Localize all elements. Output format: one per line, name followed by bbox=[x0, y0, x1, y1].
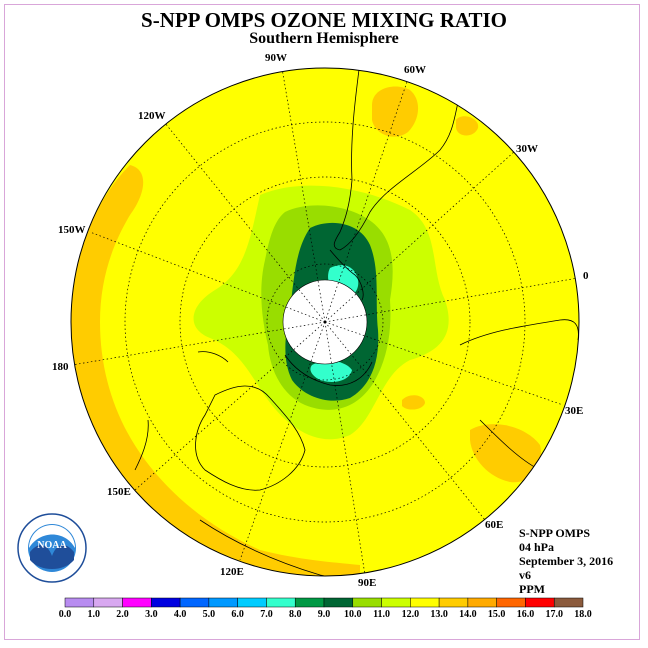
graticule bbox=[71, 68, 579, 576]
colorbar-swatch bbox=[525, 597, 555, 608]
coast-antarctic-peninsula bbox=[329, 249, 364, 301]
colorbar-swatch bbox=[151, 597, 181, 608]
lon-label-180: 180 bbox=[52, 361, 69, 373]
colorbar-tick-label: 18.0 bbox=[574, 609, 592, 620]
info-version: v6 bbox=[519, 568, 531, 582]
teal-patch-bottom bbox=[310, 360, 352, 382]
colorbar-tick-label: 4.0 bbox=[174, 609, 187, 620]
colorbar-tick-label: 14.0 bbox=[459, 609, 477, 620]
noaa-logo: NOAA bbox=[17, 513, 87, 583]
colorbar-tick-label: 12.0 bbox=[402, 609, 420, 620]
colorbar-tick-label: 0.0 bbox=[59, 609, 72, 620]
coast-south-america bbox=[333, 68, 461, 251]
colorbar-swatch bbox=[323, 597, 354, 608]
colorbar-swatch bbox=[266, 597, 296, 608]
lon-label-60w: 60W bbox=[404, 64, 426, 76]
colorbar-swatch bbox=[93, 597, 123, 608]
colorbar-tick-label: 10.0 bbox=[344, 609, 362, 620]
map-boundary bbox=[70, 67, 580, 577]
colorbar-swatch bbox=[179, 597, 210, 608]
colorbar-swatch bbox=[237, 597, 267, 608]
info-units: PPM bbox=[519, 582, 545, 596]
colorbar-swatch bbox=[553, 597, 584, 608]
longitude-labels: 90W 60W 30W 0 30E 60E 90E 120E 150E 180 … bbox=[52, 52, 589, 589]
lon-label-90w: 90W bbox=[265, 52, 287, 64]
colorbar-tick-label: 6.0 bbox=[231, 609, 244, 620]
colorbar-swatch bbox=[294, 597, 325, 608]
lon-label-0: 0 bbox=[583, 270, 589, 282]
lon-label-150e: 150E bbox=[107, 486, 131, 498]
coast-antarctica bbox=[284, 354, 373, 386]
lon-label-120e: 120E bbox=[220, 566, 244, 578]
colorbar-tick-label: 5.0 bbox=[203, 609, 216, 620]
map-subtitle: Southern Hemisphere bbox=[249, 30, 399, 47]
colorbar-tick-label: 16.0 bbox=[517, 609, 535, 620]
orange-patch-north bbox=[372, 86, 419, 137]
colorbar-tick-label: 15.0 bbox=[488, 609, 506, 620]
colorbar-swatch bbox=[467, 597, 497, 608]
colorbar-tick-label: 11.0 bbox=[373, 609, 390, 620]
colorbar-tick-label: 2.0 bbox=[116, 609, 129, 620]
colorbar-tick-label: 13.0 bbox=[430, 609, 448, 620]
colorbar-tick-label: 17.0 bbox=[545, 609, 563, 620]
lon-label-30e: 30E bbox=[565, 405, 583, 417]
colorbar-swatch bbox=[438, 597, 469, 608]
colorbar-swatch bbox=[381, 597, 411, 608]
colorbar: 0.0 1.0 2.0 3.0 4.0 5.0 6.0 7.0 8.0 9.0 10.0 11.0 12… bbox=[59, 597, 592, 620]
lon-label-30w: 30W bbox=[516, 143, 538, 155]
info-date: September 3, 2016 bbox=[519, 554, 614, 568]
page-frame bbox=[4, 4, 640, 640]
info-instrument: S-NPP OMPS bbox=[519, 526, 590, 540]
colorbar-swatch bbox=[122, 597, 152, 608]
lon-label-60e: 60E bbox=[485, 519, 503, 531]
colorbar-swatch bbox=[410, 597, 440, 608]
colorbar-swatch bbox=[208, 597, 238, 608]
colorbar-tick-label: 8.0 bbox=[289, 609, 302, 620]
colorbar-swatch bbox=[64, 597, 95, 608]
colorbar-tick-label: 1.0 bbox=[88, 609, 101, 620]
coastlines bbox=[134, 68, 579, 576]
orange-patch-small bbox=[402, 395, 425, 410]
noaa-logo-text: NOAA bbox=[37, 540, 67, 551]
colorbar-tick-label: 9.0 bbox=[318, 609, 331, 620]
colorbar-swatch bbox=[352, 597, 382, 608]
coast-australia bbox=[195, 385, 306, 491]
lon-label-150w: 150W bbox=[58, 224, 86, 236]
orange-patch-northeast bbox=[456, 116, 479, 136]
colorbar-tick-label: 7.0 bbox=[260, 609, 273, 620]
coast-new-zealand bbox=[134, 351, 229, 471]
colorbar-swatch bbox=[496, 597, 526, 608]
map-title: S-NPP OMPS OZONE MIXING RATIO bbox=[141, 8, 507, 32]
info-level: 04 hPa bbox=[519, 540, 555, 554]
colorbar-tick-label: 3.0 bbox=[145, 609, 158, 620]
lon-label-90e: 90E bbox=[358, 577, 376, 589]
lon-label-120w: 120W bbox=[138, 110, 166, 122]
